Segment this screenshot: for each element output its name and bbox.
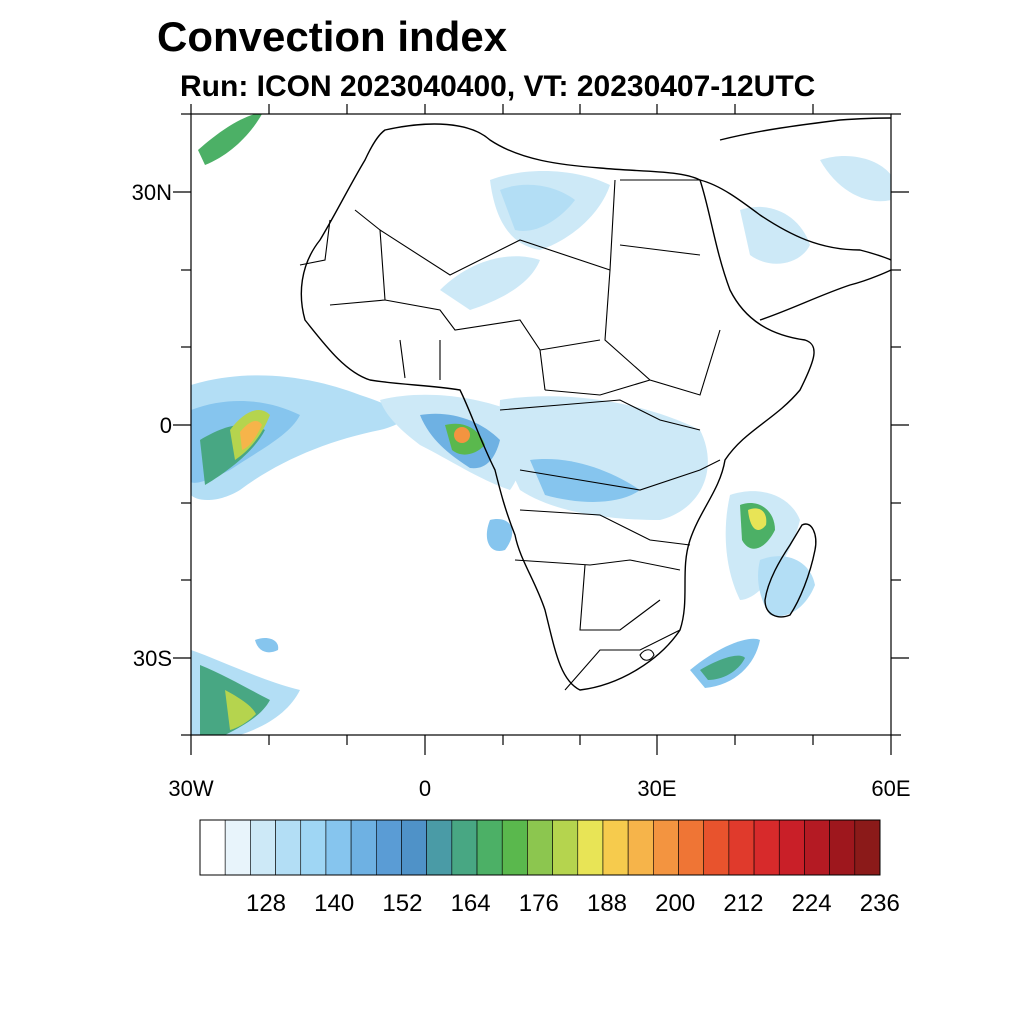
colorbar-swatch bbox=[476, 819, 503, 876]
colorbar-swatch bbox=[678, 819, 705, 876]
convection-field-mozambique bbox=[725, 491, 800, 600]
colorbar-swatch bbox=[426, 819, 453, 876]
colorbar-outline bbox=[199, 819, 881, 876]
chart-subtitle: Run: ICON 2023040400, VT: 20230407-12UTC bbox=[180, 70, 816, 103]
convection-field-arabia bbox=[740, 155, 891, 264]
colorbar-swatch bbox=[703, 819, 730, 876]
colorbar-swatch bbox=[653, 819, 679, 876]
colorbar-swatch bbox=[778, 819, 805, 876]
convection-field-atlantic-equatorial bbox=[191, 375, 402, 500]
colorbar-swatch bbox=[325, 819, 352, 876]
convection-field-madagascar bbox=[758, 556, 815, 617]
colorbar-tick-label: 200 bbox=[655, 890, 696, 917]
colorbar-swatch bbox=[224, 819, 251, 876]
lat-label-30n: 30N bbox=[131, 180, 172, 205]
colorbar-tick-label: 164 bbox=[450, 890, 491, 917]
colorbar-swatch bbox=[728, 819, 755, 876]
colorbar-tick-label: 224 bbox=[791, 890, 832, 917]
colorbar-swatch bbox=[602, 819, 629, 876]
colorbar-swatch bbox=[804, 819, 830, 876]
colorbar-tick-label: 128 bbox=[245, 890, 287, 917]
lat-label-30s: 30S bbox=[132, 646, 172, 671]
colorbar-tick-label: 212 bbox=[723, 890, 764, 917]
convection-field-sahara bbox=[440, 170, 610, 310]
colorbar-tick-label: 176 bbox=[518, 890, 559, 917]
colorbar-swatch bbox=[627, 819, 654, 876]
axis-ticks bbox=[173, 104, 909, 755]
colorbar-swatch bbox=[275, 819, 302, 876]
convection-field-south-atlantic bbox=[191, 638, 300, 735]
colorbar-swatch bbox=[451, 819, 478, 876]
colorbar-swatch bbox=[829, 819, 856, 876]
chart-title: Convection index bbox=[157, 13, 508, 60]
coastline-arabia bbox=[699, 117, 891, 321]
colorbar-tick-label: 152 bbox=[382, 890, 423, 917]
lon-label-30e: 30E bbox=[637, 776, 677, 801]
coastline-madagascar bbox=[764, 523, 817, 618]
colorbar-swatch bbox=[854, 819, 881, 876]
colorbar-swatch bbox=[199, 819, 226, 876]
colorbar-swatch bbox=[350, 819, 377, 876]
colorbar-swatch bbox=[577, 819, 604, 876]
convection-field-nw-corner bbox=[198, 114, 262, 165]
lon-label-60e: 60E bbox=[871, 776, 911, 801]
colorbar-swatch bbox=[401, 819, 427, 876]
colorbar-tick-label: 140 bbox=[314, 890, 355, 917]
convection-field-gulf-of-guinea bbox=[380, 394, 524, 490]
colorbar-swatch bbox=[501, 819, 528, 876]
colorbar-swatch bbox=[753, 819, 780, 876]
lon-label-0: 0 bbox=[418, 776, 432, 801]
lon-label-30w: 30W bbox=[168, 776, 214, 801]
colorbar-tick-label: 188 bbox=[586, 890, 628, 917]
colorbar-swatch bbox=[300, 819, 327, 876]
colorbar-swatch bbox=[527, 819, 553, 876]
colorbar-swatch bbox=[375, 819, 402, 876]
country-borders bbox=[299, 179, 721, 691]
convection-field-south-indian-ocean bbox=[690, 638, 760, 688]
colorbar-swatch bbox=[250, 819, 276, 876]
lat-label-0: 0 bbox=[159, 413, 172, 438]
colorbar-tick-label: 236 bbox=[859, 890, 900, 917]
colorbar-swatch bbox=[552, 819, 579, 876]
